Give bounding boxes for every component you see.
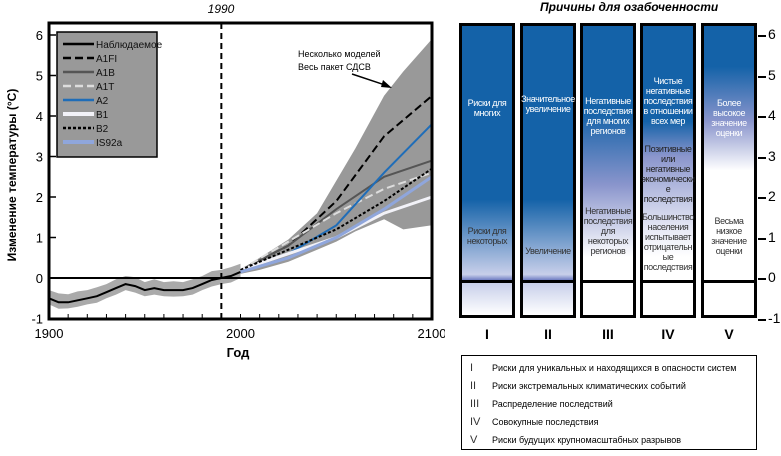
- column-middle-label: Позитивные или негативные экономические …: [641, 144, 695, 204]
- y-tick-label: 2: [36, 190, 43, 205]
- legend-text: Риски для уникальных и находящихся в опа…: [492, 363, 737, 373]
- legend-numeral: IV: [470, 416, 481, 428]
- y-axis-label: Изменение температуры (°C): [5, 89, 19, 262]
- right-y-tick-label: 6: [768, 26, 776, 42]
- legend-label-b2: B2: [96, 124, 109, 135]
- right-y-tick: [758, 237, 766, 240]
- concerns-legend: I Риски для уникальных и находящихся в оп…: [461, 355, 757, 450]
- zero-divider: [523, 280, 573, 315]
- right-y-tick: [758, 278, 766, 280]
- concern-legend-item: I Риски для уникальных и находящихся в оп…: [470, 362, 736, 374]
- concern-column-v: Более высокое значение оценки Весьма низк…: [701, 23, 757, 318]
- concern-column-iv: Чистые негативные последствия в отношени…: [640, 23, 696, 318]
- column-numeral: I: [485, 326, 489, 342]
- legend-numeral: II: [470, 380, 477, 392]
- x-tick-label: 2000: [226, 326, 255, 341]
- concern-legend-item: IV Совокупные последствия: [470, 416, 599, 428]
- observed-uncertainty-band: [49, 263, 241, 309]
- legend-text: Риски будущих крупномасштабных разрывов: [492, 435, 682, 445]
- legend-label-a1t: A1T: [96, 82, 114, 93]
- concerns-title: Причины для озабоченности: [540, 0, 719, 14]
- series-line-is92a: [240, 175, 433, 274]
- annotation-arrowhead: [381, 80, 392, 88]
- right-y-tick-label: 2: [768, 188, 776, 204]
- series-line-a1b: [240, 159, 433, 271]
- y-tick-label: 3: [36, 150, 43, 165]
- column-bottom-label: Увеличение: [525, 246, 571, 256]
- concern-column-ii: Значительное увеличение Увеличение: [520, 23, 576, 318]
- column-numeral: V: [724, 326, 734, 342]
- legend-text: Распределение последствий: [492, 399, 613, 409]
- zero-divider: [643, 280, 693, 315]
- legend-label-наблюдаемое: Наблюдаемое: [96, 39, 163, 51]
- column-bottom-label: Риски для некоторых: [466, 226, 508, 246]
- column-top-label: Риски для многих: [467, 98, 507, 118]
- y-tick-label: 4: [36, 109, 43, 124]
- right-y-tick-label: 0: [768, 269, 776, 285]
- right-y-tick-label: 3: [768, 147, 776, 164]
- legend-numeral: V: [470, 434, 478, 446]
- column-top-label: Чистые негативные последствия в отношени…: [643, 76, 693, 126]
- right-y-tick-label: 1: [768, 228, 776, 245]
- legend-label-a1b: A1B: [96, 68, 115, 79]
- legend-numeral: III: [470, 398, 480, 410]
- right-y-tick-label: -1: [768, 309, 781, 326]
- column-top-label: Значительное увеличение: [521, 94, 575, 114]
- legend-text: Совокупные последствия: [492, 417, 599, 427]
- right-y-tick: [758, 116, 766, 118]
- chart-legend: Наблюдаемое A1FI A1B A1T A2 B1 B2 IS92a: [56, 31, 163, 158]
- right-y-tick-label: 5: [768, 66, 776, 83]
- legend-label-a1fi: A1FI: [96, 54, 117, 65]
- zero-divider: [704, 280, 754, 315]
- right-y-tick: [758, 35, 766, 37]
- series-line-a1t: [239, 171, 433, 271]
- right-y-tick: [758, 318, 766, 321]
- column-numeral: III: [602, 326, 614, 342]
- temperature-chart: 1990 Изменение температуры (°C) Год Неск…: [5, 2, 445, 360]
- marker-year-label: 1990: [208, 2, 235, 16]
- x-axis-label: Год: [227, 345, 250, 360]
- concern-column-i: Риски для многих Риски для некоторых: [459, 23, 515, 318]
- right-y-tick: [758, 197, 766, 199]
- right-y-tick: [758, 75, 766, 78]
- column-bottom-label: Большинство населения испытывает отрицат…: [642, 212, 694, 272]
- concern-legend-item: II Риски экстремальных климатических собы…: [470, 380, 686, 392]
- column-numeral: II: [544, 326, 552, 342]
- y-tick-label: 1: [36, 231, 43, 246]
- column-top-label: Негативные последствия для многих регион…: [583, 96, 633, 136]
- zero-divider: [583, 280, 633, 315]
- legend-label-is92a: IS92a: [96, 138, 123, 149]
- column-bottom-label: Негативные последствия для некоторых рег…: [583, 206, 633, 256]
- y-tick-label: 5: [36, 69, 43, 84]
- concern-legend-item: V Риски будущих крупномасштабных разрывов: [470, 434, 681, 446]
- series-line-наблюдаемое: [48, 270, 241, 304]
- right-y-tick-label: 4: [768, 107, 776, 123]
- column-numeral: IV: [661, 326, 675, 342]
- right-y-tick: [758, 156, 766, 159]
- x-tick-label: 2100: [418, 326, 445, 341]
- series-line-a1fi: [240, 95, 433, 271]
- column-top-label: Более высокое значение оценки: [711, 98, 747, 138]
- concern-legend-item: III Распределение последствий: [470, 398, 613, 410]
- column-bottom-label: Весьма низкое значение оценки: [711, 216, 747, 256]
- concern-column-iii: Негативные последствия для многих регион…: [580, 23, 636, 318]
- model-envelope: [240, 39, 432, 274]
- x-tick-label: 1900: [35, 326, 64, 341]
- annotation-line-1: Несколько моделей: [298, 49, 381, 59]
- zero-divider: [462, 280, 512, 315]
- y-tick-label: 6: [36, 28, 43, 43]
- legend-text: Риски экстремальных климатических событи…: [492, 381, 686, 391]
- legend-label-b1: B1: [96, 110, 109, 121]
- legend-numeral: I: [470, 362, 474, 374]
- annotation-line-2: Весь пакет СДСВ: [298, 62, 371, 72]
- y-tick-label: 0: [36, 271, 43, 286]
- legend-label-a2: A2: [96, 96, 109, 107]
- y-tick-label: -1: [31, 312, 43, 327]
